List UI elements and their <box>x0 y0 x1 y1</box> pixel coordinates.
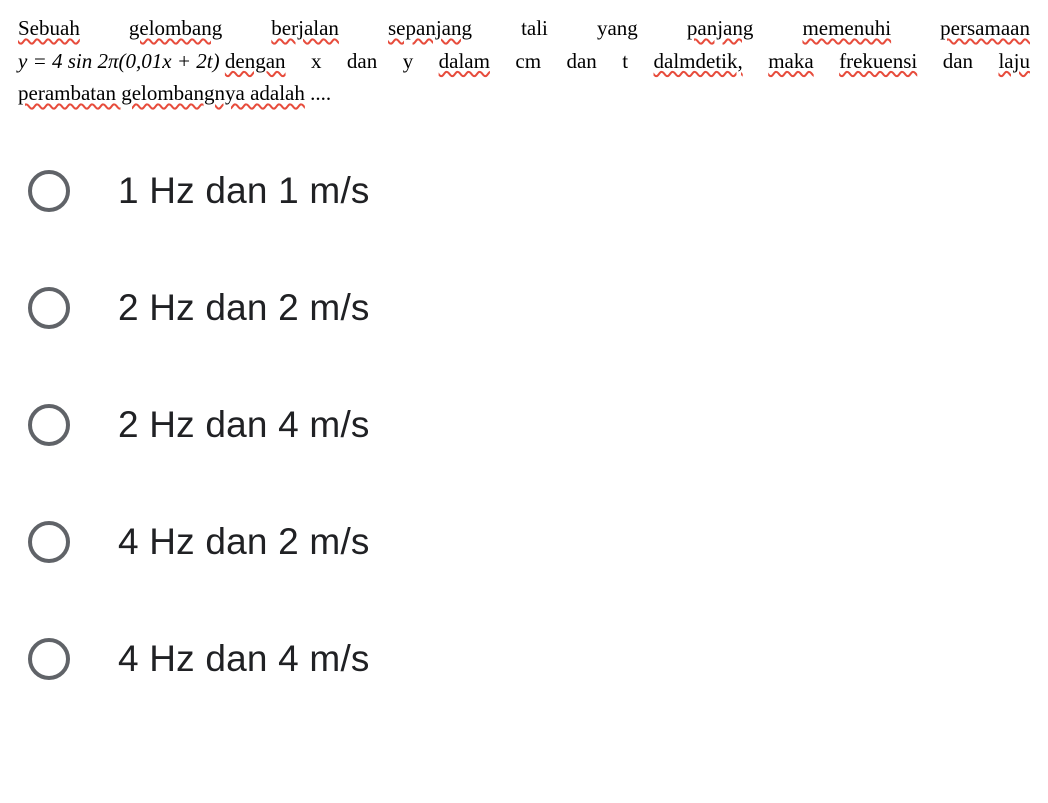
option-label: 2 Hz dan 2 m/s <box>118 287 370 329</box>
question-word: persamaan <box>940 12 1030 45</box>
option-label: 4 Hz dan 2 m/s <box>118 521 370 563</box>
question-text: Sebuah gelombang berjalan sepanjang tali… <box>18 12 1030 110</box>
option-label: 4 Hz dan 4 m/s <box>118 638 370 680</box>
radio-icon[interactable] <box>28 170 70 212</box>
question-word: maka <box>768 45 813 78</box>
question-word: t <box>622 45 628 78</box>
equation: y = 4 sin 2π(0,01x + 2t) <box>18 49 220 73</box>
question-line-1: Sebuah gelombang berjalan sepanjang tali… <box>18 12 1030 45</box>
option-2[interactable]: 2 Hz dan 2 m/s <box>28 287 1030 329</box>
question-word: dan <box>566 45 596 78</box>
question-line-3: perambatan gelombangnya adalah .... <box>18 77 1030 110</box>
radio-icon[interactable] <box>28 287 70 329</box>
radio-icon[interactable] <box>28 404 70 446</box>
question-word: tali <box>521 12 548 45</box>
option-label: 2 Hz dan 4 m/s <box>118 404 370 446</box>
question-word: dengan <box>225 49 286 73</box>
question-word: frekuensi <box>839 45 917 78</box>
radio-icon[interactable] <box>28 521 70 563</box>
option-4[interactable]: 4 Hz dan 2 m/s <box>28 521 1030 563</box>
question-word: perambatan gelombangnya adalah <box>18 81 305 105</box>
question-word: dan <box>943 45 973 78</box>
radio-icon[interactable] <box>28 638 70 680</box>
option-1[interactable]: 1 Hz dan 1 m/s <box>28 170 1030 212</box>
question-word: dalmdetik, <box>654 45 743 78</box>
question-word: .... <box>305 81 331 105</box>
question-word: laju <box>998 45 1030 78</box>
question-line-2: y = 4 sin 2π(0,01x + 2t) dengan x dan y … <box>18 45 1030 78</box>
question-word: sepanjang <box>388 12 472 45</box>
option-3[interactable]: 2 Hz dan 4 m/s <box>28 404 1030 446</box>
question-word: memenuhi <box>802 12 891 45</box>
question-word: gelombang <box>129 12 222 45</box>
question-word: x <box>311 45 322 78</box>
question-word: Sebuah <box>18 12 80 45</box>
options-container: 1 Hz dan 1 m/s 2 Hz dan 2 m/s 2 Hz dan 4… <box>18 170 1030 680</box>
question-word: panjang <box>687 12 753 45</box>
question-word: dan <box>347 45 377 78</box>
question-word: y <box>403 45 414 78</box>
question-word: berjalan <box>271 12 339 45</box>
question-word: yang <box>597 12 638 45</box>
question-word: cm <box>515 45 541 78</box>
question-word: dalam <box>439 45 490 78</box>
option-5[interactable]: 4 Hz dan 4 m/s <box>28 638 1030 680</box>
option-label: 1 Hz dan 1 m/s <box>118 170 370 212</box>
